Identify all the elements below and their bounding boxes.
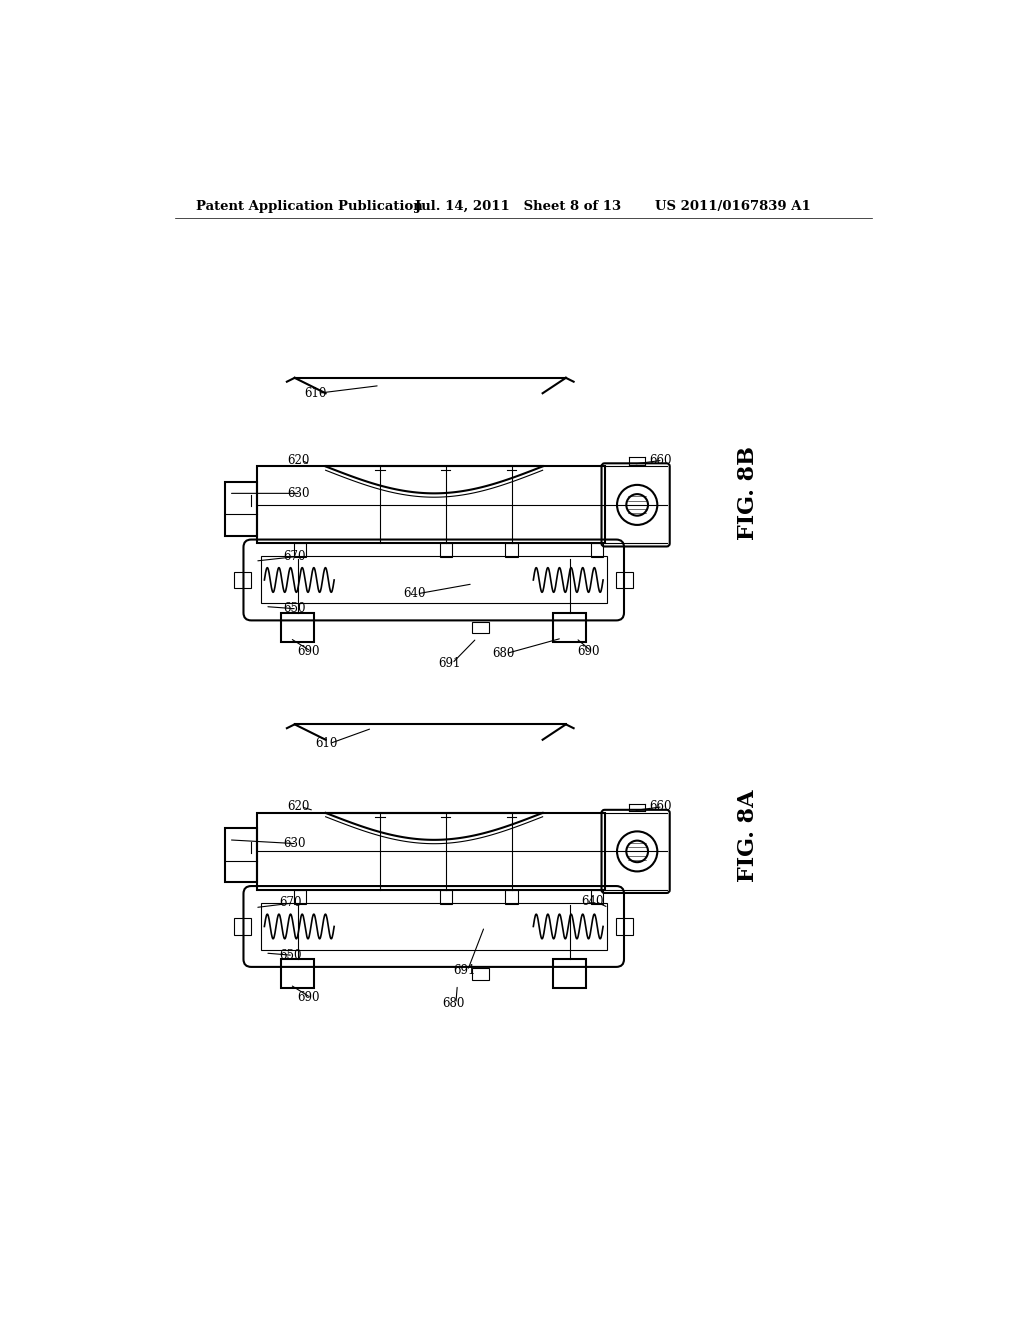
Text: 610: 610	[315, 737, 338, 750]
Text: 680: 680	[493, 647, 515, 660]
Bar	[472, 622, 489, 634]
Text: 690: 690	[297, 991, 319, 1005]
Text: 620: 620	[287, 454, 309, 467]
Text: FIG. 8B: FIG. 8B	[737, 446, 759, 540]
Text: 670: 670	[283, 550, 305, 564]
Bar	[225, 482, 257, 536]
Text: US 2011/0167839 A1: US 2011/0167839 A1	[655, 199, 811, 213]
Text: FIG. 8A: FIG. 8A	[737, 789, 759, 882]
Text: 620: 620	[287, 800, 309, 813]
Text: 690: 690	[578, 644, 600, 657]
Bar	[506, 544, 518, 557]
Bar	[554, 960, 586, 989]
Bar	[294, 890, 306, 904]
Text: Jul. 14, 2011   Sheet 8 of 13: Jul. 14, 2011 Sheet 8 of 13	[415, 199, 621, 213]
Text: 660: 660	[649, 454, 672, 467]
Bar	[234, 917, 251, 935]
Text: 650: 650	[280, 949, 302, 962]
Bar	[282, 612, 314, 642]
Bar	[260, 557, 607, 603]
Text: 630: 630	[283, 837, 305, 850]
Text: 660: 660	[649, 800, 672, 813]
Text: 610: 610	[304, 387, 327, 400]
Bar	[282, 960, 314, 989]
Text: 640: 640	[403, 587, 426, 601]
Bar	[234, 572, 251, 589]
Bar	[260, 903, 607, 950]
Bar	[439, 544, 452, 557]
Text: 680: 680	[442, 998, 464, 1010]
Bar	[472, 968, 489, 979]
Bar	[591, 544, 603, 557]
Text: 650: 650	[283, 602, 305, 615]
Bar	[439, 890, 452, 904]
Bar	[506, 890, 518, 904]
Bar	[616, 572, 633, 589]
Bar	[616, 917, 633, 935]
Bar	[257, 466, 604, 544]
Bar	[591, 890, 603, 904]
Text: 691: 691	[438, 657, 461, 671]
Bar	[294, 544, 306, 557]
Bar	[225, 829, 257, 882]
Text: 690: 690	[297, 644, 319, 657]
Bar	[554, 612, 586, 642]
Text: 640: 640	[582, 895, 604, 908]
Text: 670: 670	[280, 896, 302, 909]
Text: Patent Application Publication: Patent Application Publication	[197, 199, 423, 213]
Bar	[257, 813, 604, 890]
Text: 691: 691	[454, 964, 476, 977]
Text: 630: 630	[287, 487, 309, 500]
